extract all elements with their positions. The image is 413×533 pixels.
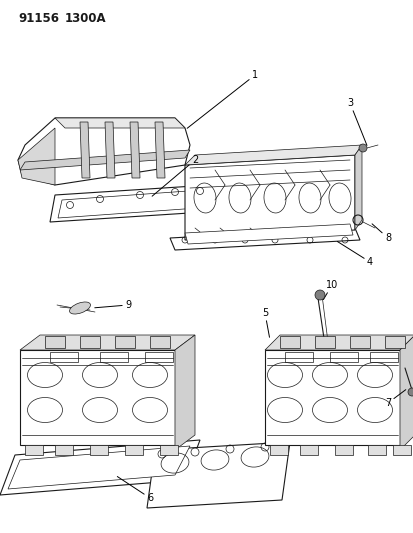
Polygon shape <box>175 335 195 450</box>
Text: 6: 6 <box>117 477 153 503</box>
Polygon shape <box>299 445 317 455</box>
Bar <box>100 352 128 362</box>
Text: 2: 2 <box>152 155 198 196</box>
Polygon shape <box>399 335 413 450</box>
Bar <box>45 336 65 348</box>
Polygon shape <box>8 446 190 489</box>
Polygon shape <box>25 445 43 455</box>
Text: 10: 10 <box>323 280 337 300</box>
Polygon shape <box>58 190 202 218</box>
Polygon shape <box>0 440 199 495</box>
Bar <box>115 336 135 348</box>
Polygon shape <box>105 122 115 178</box>
Polygon shape <box>269 445 287 455</box>
Polygon shape <box>18 128 55 185</box>
Polygon shape <box>20 335 195 350</box>
Bar <box>150 336 170 348</box>
Polygon shape <box>147 442 289 508</box>
Text: 91156: 91156 <box>18 12 59 25</box>
Text: 1: 1 <box>187 70 257 128</box>
Polygon shape <box>55 445 73 455</box>
Polygon shape <box>354 145 361 230</box>
Polygon shape <box>185 155 354 240</box>
Polygon shape <box>50 185 209 222</box>
Bar <box>284 352 312 362</box>
Circle shape <box>314 290 324 300</box>
Bar <box>329 352 357 362</box>
Circle shape <box>407 388 413 396</box>
Polygon shape <box>367 445 385 455</box>
Bar <box>349 336 369 348</box>
Text: 1300A: 1300A <box>65 12 107 25</box>
Circle shape <box>358 144 366 152</box>
Polygon shape <box>334 445 352 455</box>
Polygon shape <box>18 118 190 185</box>
Bar <box>145 352 173 362</box>
Text: 8: 8 <box>371 224 390 243</box>
Bar <box>314 336 334 348</box>
Polygon shape <box>130 122 140 178</box>
Polygon shape <box>80 122 90 178</box>
Polygon shape <box>185 145 361 165</box>
Text: 4: 4 <box>337 241 372 267</box>
Ellipse shape <box>69 302 90 314</box>
Polygon shape <box>20 150 190 170</box>
Text: 3: 3 <box>346 98 366 146</box>
Polygon shape <box>159 445 178 455</box>
Polygon shape <box>55 118 185 128</box>
Polygon shape <box>170 228 359 250</box>
Polygon shape <box>264 335 413 350</box>
Bar <box>369 352 397 362</box>
Polygon shape <box>185 224 352 244</box>
Bar <box>384 336 404 348</box>
Polygon shape <box>392 445 410 455</box>
Text: 7: 7 <box>384 390 405 408</box>
Bar <box>80 336 100 348</box>
Polygon shape <box>20 350 175 445</box>
Text: 9: 9 <box>95 300 131 310</box>
Polygon shape <box>90 445 108 455</box>
Text: 5: 5 <box>261 308 269 337</box>
Bar <box>50 352 78 362</box>
Bar <box>279 336 299 348</box>
Polygon shape <box>264 350 399 445</box>
Polygon shape <box>125 445 142 455</box>
Polygon shape <box>154 122 165 178</box>
